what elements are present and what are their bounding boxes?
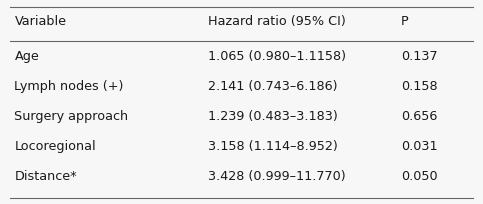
Text: Variable: Variable [14,15,67,28]
Text: 0.656: 0.656 [401,110,437,123]
Text: P: P [401,15,409,28]
Text: 1.239 (0.483–3.183): 1.239 (0.483–3.183) [208,110,338,123]
Text: 3.428 (0.999–11.770): 3.428 (0.999–11.770) [208,170,345,183]
Text: Surgery approach: Surgery approach [14,110,128,123]
Text: Age: Age [14,50,39,63]
Text: 1.065 (0.980–1.1158): 1.065 (0.980–1.1158) [208,50,346,63]
Text: 2.141 (0.743–6.186): 2.141 (0.743–6.186) [208,80,337,93]
Text: Distance*: Distance* [14,170,77,183]
Text: 0.050: 0.050 [401,170,438,183]
Text: Locoregional: Locoregional [14,140,96,153]
Text: Hazard ratio (95% CI): Hazard ratio (95% CI) [208,15,345,28]
Text: 0.137: 0.137 [401,50,438,63]
Text: Lymph nodes (+): Lymph nodes (+) [14,80,124,93]
Text: 0.158: 0.158 [401,80,438,93]
Text: 0.031: 0.031 [401,140,438,153]
Text: 3.158 (1.114–8.952): 3.158 (1.114–8.952) [208,140,338,153]
